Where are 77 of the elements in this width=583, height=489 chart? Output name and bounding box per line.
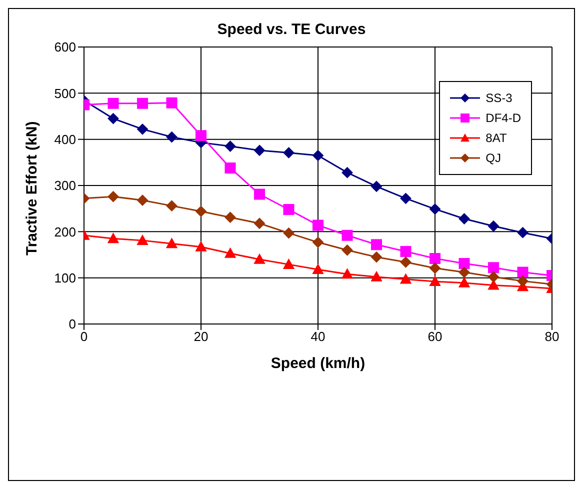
point <box>488 271 499 282</box>
point <box>108 98 119 109</box>
point <box>517 227 528 238</box>
point <box>430 204 440 215</box>
point <box>283 204 294 216</box>
x-tick-label: 20 <box>194 329 208 344</box>
point <box>488 262 499 274</box>
point <box>400 274 412 284</box>
point <box>371 239 382 250</box>
point <box>517 266 528 278</box>
y-tick-label: 500 <box>54 86 76 101</box>
point <box>137 124 148 135</box>
point <box>400 256 412 268</box>
y-tick-label: 300 <box>54 178 76 194</box>
point <box>371 252 382 263</box>
point <box>137 194 148 206</box>
x-tick-label: 80 <box>544 329 560 344</box>
point <box>166 132 178 143</box>
point <box>166 97 178 108</box>
point <box>254 188 265 200</box>
point <box>458 213 470 224</box>
y-tick-label: 400 <box>54 132 76 147</box>
point <box>312 220 324 231</box>
point <box>371 180 382 192</box>
chart-title: Speed vs. TE Curves <box>216 21 367 38</box>
legend-label: 8AT <box>486 131 507 145</box>
legend-label: DF4-D <box>486 111 521 125</box>
x-tick-label: 60 <box>428 329 442 344</box>
point <box>108 191 119 202</box>
point <box>224 162 236 174</box>
point <box>196 130 206 142</box>
point <box>312 150 324 161</box>
point <box>196 241 206 252</box>
point <box>342 268 353 279</box>
y-tick-label: 100 <box>54 270 76 286</box>
point <box>224 140 236 152</box>
point <box>254 218 265 229</box>
point <box>312 236 324 248</box>
point <box>430 276 440 286</box>
point <box>342 244 353 256</box>
point <box>342 230 353 241</box>
x-tick-label: 0 <box>80 329 88 344</box>
point <box>108 113 119 124</box>
point <box>400 192 412 204</box>
point <box>458 258 470 270</box>
point <box>224 248 236 258</box>
x-axis-title: Speed (km/h) <box>270 355 366 372</box>
legend-label: SS-3 <box>486 91 512 105</box>
point <box>254 144 265 156</box>
point <box>166 238 178 248</box>
point <box>224 212 236 223</box>
point <box>108 233 119 244</box>
point <box>166 200 178 212</box>
point <box>458 277 470 288</box>
y-tick-label: 200 <box>54 224 76 240</box>
point <box>458 266 470 278</box>
y-tick-label: 600 <box>54 40 76 55</box>
point <box>283 147 294 158</box>
point <box>517 276 528 287</box>
point <box>283 228 294 239</box>
y-tick-label: 0 <box>68 316 76 332</box>
point <box>430 262 440 274</box>
point <box>196 206 206 217</box>
point <box>342 167 353 178</box>
point <box>488 280 499 290</box>
point <box>488 220 499 232</box>
point <box>371 271 382 282</box>
point <box>312 264 324 274</box>
x-tick-label: 40 <box>310 329 326 344</box>
point <box>400 246 412 258</box>
point <box>283 258 294 269</box>
point <box>137 98 148 109</box>
legend-label: QJ <box>486 151 501 165</box>
point <box>137 234 148 245</box>
point <box>430 252 440 264</box>
y-axis-title: Tractive Effort (kN) <box>23 121 40 256</box>
point <box>254 254 265 264</box>
